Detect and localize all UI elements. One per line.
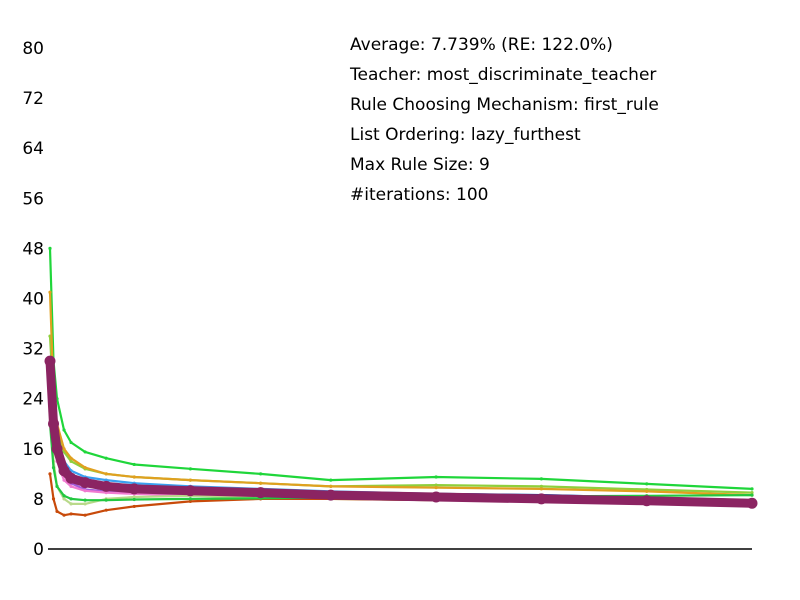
series-line <box>48 360 754 502</box>
y-tick-label: 16 <box>22 440 44 460</box>
data-point <box>48 472 52 476</box>
data-point <box>69 456 73 460</box>
data-point <box>62 497 66 501</box>
data-point <box>539 487 544 491</box>
data-point <box>641 495 653 507</box>
data-point <box>48 246 52 250</box>
data-point <box>645 489 649 493</box>
data-point <box>83 489 87 493</box>
data-point <box>62 494 66 498</box>
series-layer <box>44 246 758 517</box>
y-tick-label: 72 <box>22 89 44 109</box>
data-point <box>132 504 136 509</box>
data-point <box>69 459 73 463</box>
data-point <box>539 477 544 481</box>
y-axis-ticks: 0 8 16 24 32 40 48 56 64 72 80 <box>22 39 44 560</box>
data-point <box>750 487 754 491</box>
data-point <box>750 491 754 495</box>
series-line <box>45 356 757 508</box>
data-point <box>69 512 73 516</box>
data-point <box>83 465 87 470</box>
data-point <box>48 290 52 294</box>
data-point <box>746 497 758 509</box>
data-point <box>104 478 108 482</box>
data-point <box>104 508 108 512</box>
data-point <box>48 418 60 430</box>
data-point <box>51 443 63 455</box>
y-tick-label: 64 <box>22 139 44 159</box>
y-tick-label: 48 <box>22 239 44 259</box>
y-tick-label: 24 <box>22 390 44 410</box>
y-tick-label: 56 <box>22 189 44 209</box>
data-point <box>69 440 73 445</box>
data-point <box>539 484 544 488</box>
info-max-rule-size: Max Rule Size: 9 <box>350 155 490 175</box>
data-point <box>535 493 547 505</box>
data-point <box>430 491 442 503</box>
data-point <box>329 478 333 482</box>
info-average: Average: 7.739% (RE: 122.0%) <box>350 35 613 55</box>
series-line <box>48 335 754 494</box>
y-tick-label: 8 <box>33 490 44 510</box>
data-point <box>83 502 87 506</box>
data-point <box>325 489 337 501</box>
data-point <box>58 465 70 477</box>
data-point <box>434 486 438 490</box>
data-point <box>104 491 108 495</box>
data-point <box>69 497 73 501</box>
y-tick-label: 80 <box>22 39 44 59</box>
data-point <box>62 447 66 451</box>
data-point <box>100 480 112 492</box>
series-line <box>48 372 754 502</box>
data-point <box>55 484 59 488</box>
data-point <box>104 498 108 502</box>
series-line <box>48 247 754 490</box>
data-point <box>132 495 136 499</box>
data-point <box>259 472 263 476</box>
run-info-annotations: Average: 7.739% (RE: 122.0%) Teacher: mo… <box>349 35 659 205</box>
data-point <box>69 484 73 488</box>
data-point <box>83 498 87 502</box>
y-tick-label: 0 <box>33 540 44 560</box>
data-point <box>434 483 438 487</box>
data-point <box>645 482 649 486</box>
data-point <box>132 497 136 502</box>
y-tick-label: 32 <box>22 340 44 360</box>
data-point <box>188 497 192 501</box>
data-point <box>104 472 108 476</box>
data-point <box>184 485 196 497</box>
data-point <box>132 462 136 467</box>
data-point <box>750 493 754 497</box>
data-point <box>83 450 87 454</box>
data-point <box>62 428 66 432</box>
data-point <box>65 472 77 484</box>
data-point <box>51 465 56 470</box>
data-point <box>62 478 66 482</box>
data-point <box>51 497 56 501</box>
data-point <box>188 478 192 482</box>
data-point <box>188 467 192 471</box>
data-point <box>255 487 267 499</box>
info-list-ordering: List Ordering: lazy_furthest <box>350 125 581 145</box>
data-point <box>62 513 66 517</box>
data-point <box>128 483 140 495</box>
data-point <box>83 513 87 517</box>
data-point <box>55 509 59 514</box>
data-point <box>104 456 108 460</box>
info-teacher: Teacher: most_discriminate_teacher <box>349 65 656 85</box>
data-point <box>259 481 263 485</box>
data-point <box>329 484 333 488</box>
data-point <box>188 499 192 504</box>
data-point <box>79 477 91 489</box>
y-tick-label: 40 <box>22 290 44 310</box>
data-point <box>44 355 56 367</box>
data-point <box>434 475 438 479</box>
info-rule-choosing: Rule Choosing Mechanism: first_rule <box>350 95 659 115</box>
series-line <box>48 291 754 497</box>
info-iterations: #iterations: 100 <box>350 185 489 205</box>
data-point <box>132 475 136 479</box>
data-point <box>69 502 73 506</box>
